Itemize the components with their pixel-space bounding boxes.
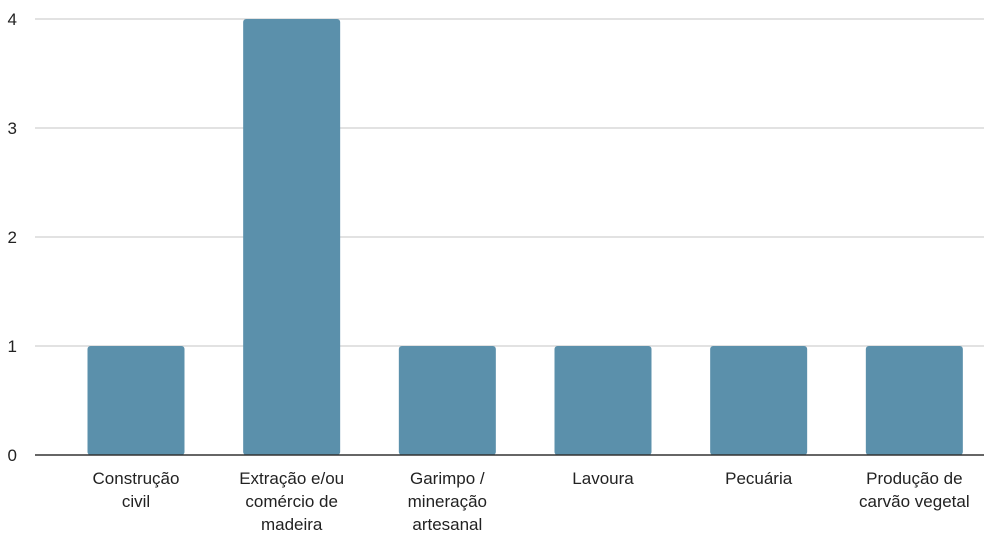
bar-5 (710, 346, 807, 455)
grid-lines (35, 19, 984, 346)
bar-6 (866, 346, 963, 455)
bar-1 (88, 346, 185, 455)
x-category-label: comércio de (245, 492, 338, 511)
x-category-label: Produção de (866, 469, 962, 488)
x-category-label: carvão vegetal (859, 492, 970, 511)
y-tick-label: 1 (8, 337, 17, 356)
x-category-label: Extração e/ou (239, 469, 344, 488)
x-category-label: mineração (408, 492, 487, 511)
y-tick-label: 4 (8, 10, 17, 29)
y-tick-label: 3 (8, 119, 17, 138)
x-category-label: Construção (93, 469, 180, 488)
x-category-label: artesanal (412, 515, 482, 534)
bar-2 (243, 19, 340, 455)
x-category-label: madeira (261, 515, 323, 534)
x-category-label: Lavoura (572, 469, 634, 488)
y-tick-label: 2 (8, 228, 17, 247)
x-category-label: Pecuária (725, 469, 793, 488)
bar-4 (555, 346, 652, 455)
x-category-label: civil (122, 492, 150, 511)
x-category-label: Garimpo / (410, 469, 485, 488)
x-axis-labels: Construção civil Extração e/ou comércio de m… (93, 469, 970, 534)
y-axis-ticks: 0 1 2 3 4 (8, 10, 17, 465)
y-tick-label: 0 (8, 446, 17, 465)
bar-3 (399, 346, 496, 455)
